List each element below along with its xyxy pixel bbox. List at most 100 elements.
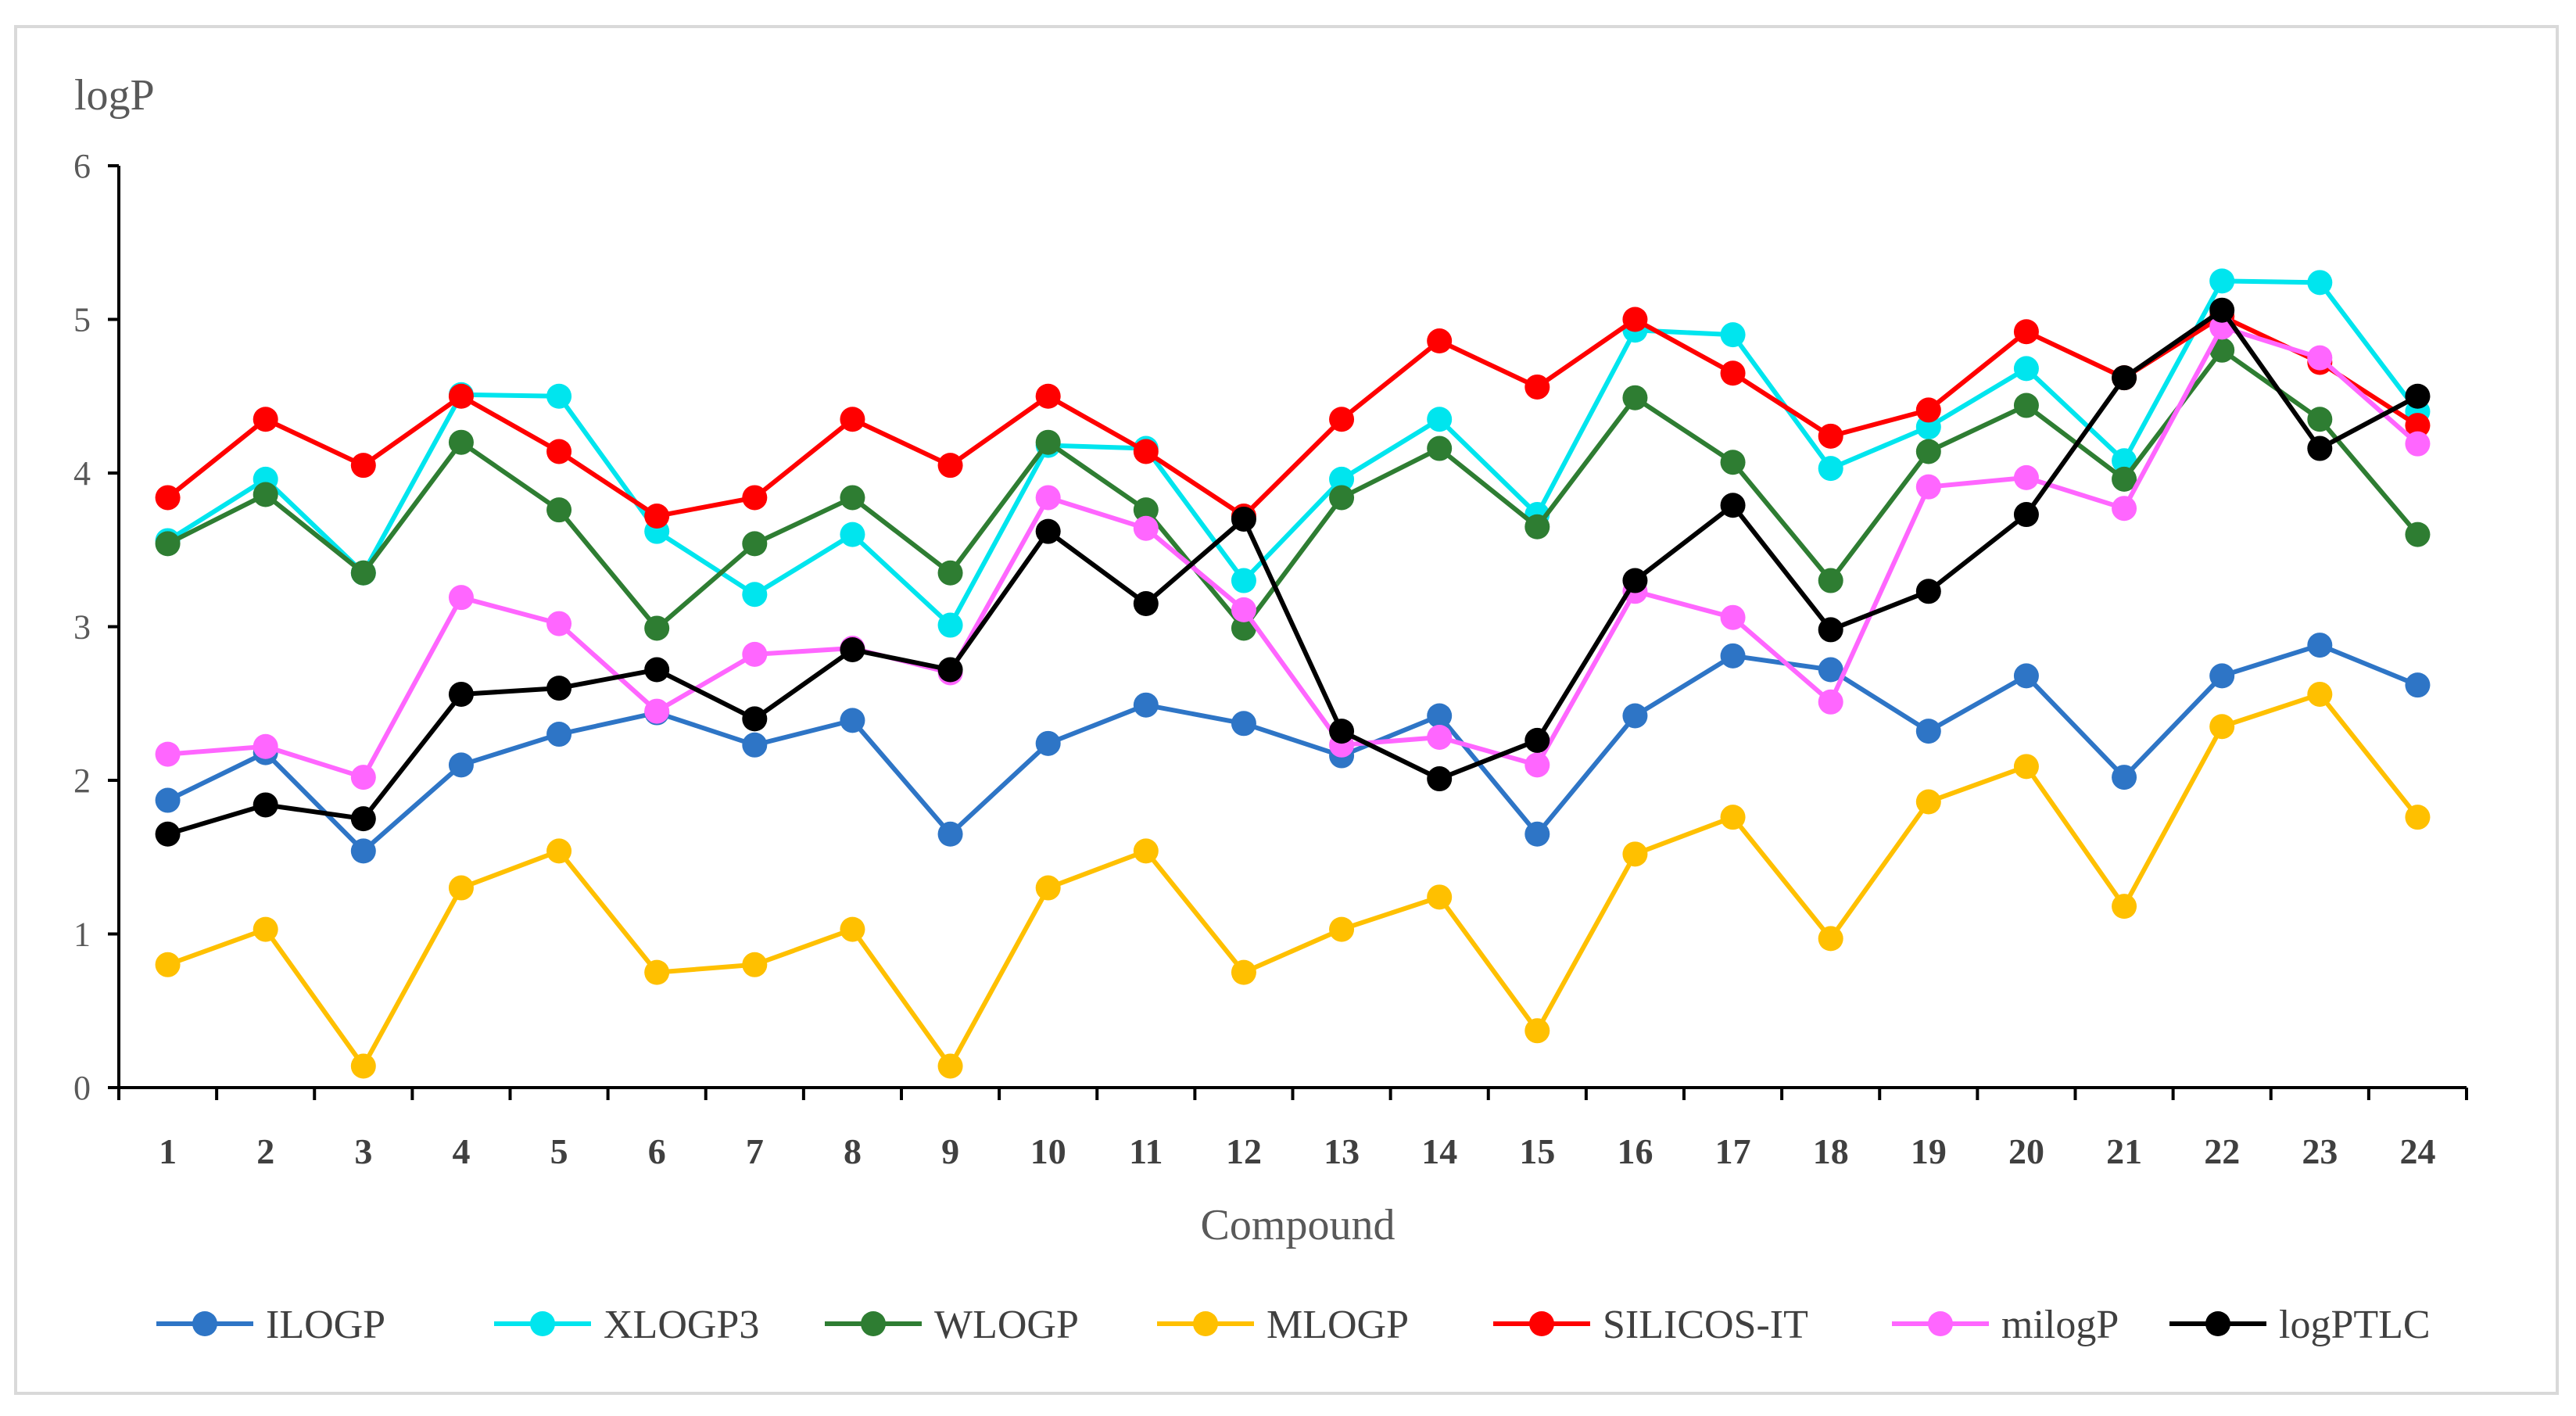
data-point <box>253 733 278 759</box>
data-point <box>644 615 670 641</box>
data-point <box>840 636 865 662</box>
data-point <box>2209 337 2235 363</box>
y-tick-label: 2 <box>73 762 91 800</box>
data-point <box>840 485 865 511</box>
y-tick-label: 3 <box>73 608 91 647</box>
data-point <box>350 1053 376 1079</box>
data-point <box>840 407 865 432</box>
x-tick-label: 18 <box>1813 1131 1849 1171</box>
data-point <box>155 952 181 977</box>
x-tick-label: 13 <box>1324 1131 1360 1171</box>
x-tick-label: 2 <box>256 1131 274 1171</box>
x-tick-label: 11 <box>1129 1131 1163 1171</box>
data-point <box>2209 268 2235 294</box>
data-point <box>742 485 768 511</box>
data-point <box>155 485 181 511</box>
data-point <box>2307 681 2333 707</box>
data-point <box>1427 884 1453 910</box>
data-point <box>1035 383 1061 409</box>
data-point <box>1818 456 1843 482</box>
data-point <box>448 681 474 707</box>
data-point <box>1133 591 1159 617</box>
data-point <box>742 952 768 977</box>
data-point <box>1915 789 1941 815</box>
data-point <box>350 453 376 479</box>
data-point <box>1720 493 1746 518</box>
x-tick-label: 4 <box>452 1131 470 1171</box>
data-point <box>448 585 474 611</box>
series-wlogp <box>155 337 2431 641</box>
data-point <box>2112 894 2137 920</box>
x-tick-label: 6 <box>648 1131 666 1171</box>
data-point <box>1915 579 1941 604</box>
x-tick-label: 17 <box>1715 1131 1751 1171</box>
data-point <box>1133 692 1159 718</box>
data-point <box>742 706 768 732</box>
y-tick-labels: 0 1 2 3 4 5 6 <box>73 147 91 1107</box>
data-point <box>1720 322 1746 348</box>
data-point <box>1818 689 1843 715</box>
data-point <box>1915 719 1941 744</box>
data-point <box>1622 703 1648 729</box>
data-point <box>937 612 963 638</box>
data-point <box>253 916 278 942</box>
data-point <box>253 407 278 432</box>
data-point <box>1035 485 1061 511</box>
series-line <box>167 347 2420 631</box>
data-point <box>2405 431 2431 457</box>
data-point <box>2307 407 2333 432</box>
legend-item: ILOGP <box>156 1303 385 1347</box>
series-line <box>166 278 2420 628</box>
legend-item: WLOGP <box>825 1303 1079 1347</box>
data-point <box>1231 597 1256 622</box>
x-tick-label: 24 <box>2399 1131 2435 1171</box>
data-point <box>644 959 670 985</box>
data-point <box>1622 841 1648 867</box>
data-point <box>2405 383 2431 409</box>
data-point <box>1329 719 1355 744</box>
data-point <box>2405 413 2431 439</box>
data-point <box>1622 385 1648 410</box>
data-point <box>1035 429 1061 455</box>
x-tick-label: 12 <box>1226 1131 1262 1171</box>
data-point <box>1622 568 1648 593</box>
x-tick-label: 14 <box>1421 1131 1457 1171</box>
data-point <box>644 657 670 683</box>
data-point <box>1524 374 1550 400</box>
x-tick-labels: 1 2 3 4 5 6 7 8 9 10 11 12 13 14 15 16 17 18 19 20 21 22 23 24 <box>159 1131 2435 1171</box>
x-tick-label: 3 <box>354 1131 372 1171</box>
data-point <box>1720 643 1746 669</box>
x-axis-title: Compound <box>1201 1201 1395 1249</box>
data-point <box>350 560 376 586</box>
data-point <box>546 439 572 464</box>
data-point <box>448 383 474 409</box>
data-point <box>2013 319 2039 345</box>
x-tick-label: 5 <box>550 1131 568 1171</box>
data-point <box>1427 766 1453 792</box>
data-point <box>742 732 768 758</box>
x-tick-label: 8 <box>844 1131 862 1171</box>
data-point <box>2112 496 2137 522</box>
y-tick-label: 4 <box>73 454 91 493</box>
legend-marker <box>861 1311 886 1336</box>
data-point <box>1133 439 1159 464</box>
data-point <box>937 453 963 479</box>
data-point <box>546 383 572 409</box>
data-point <box>1231 506 1256 532</box>
x-tick-label: 19 <box>1911 1131 1947 1171</box>
data-point <box>155 787 181 813</box>
data-point <box>1818 926 1843 952</box>
legend-label: milogP <box>2001 1303 2119 1347</box>
data-point <box>448 752 474 778</box>
data-point <box>350 765 376 790</box>
data-point <box>1035 518 1061 544</box>
x-tick-label: 20 <box>2008 1131 2044 1171</box>
data-point <box>840 522 865 547</box>
series-line <box>167 691 2420 1069</box>
data-point <box>1524 821 1550 847</box>
data-point <box>1524 1018 1550 1044</box>
data-point <box>1329 407 1355 432</box>
data-point <box>1329 485 1355 511</box>
data-point <box>253 482 278 507</box>
axes <box>108 164 2468 1100</box>
